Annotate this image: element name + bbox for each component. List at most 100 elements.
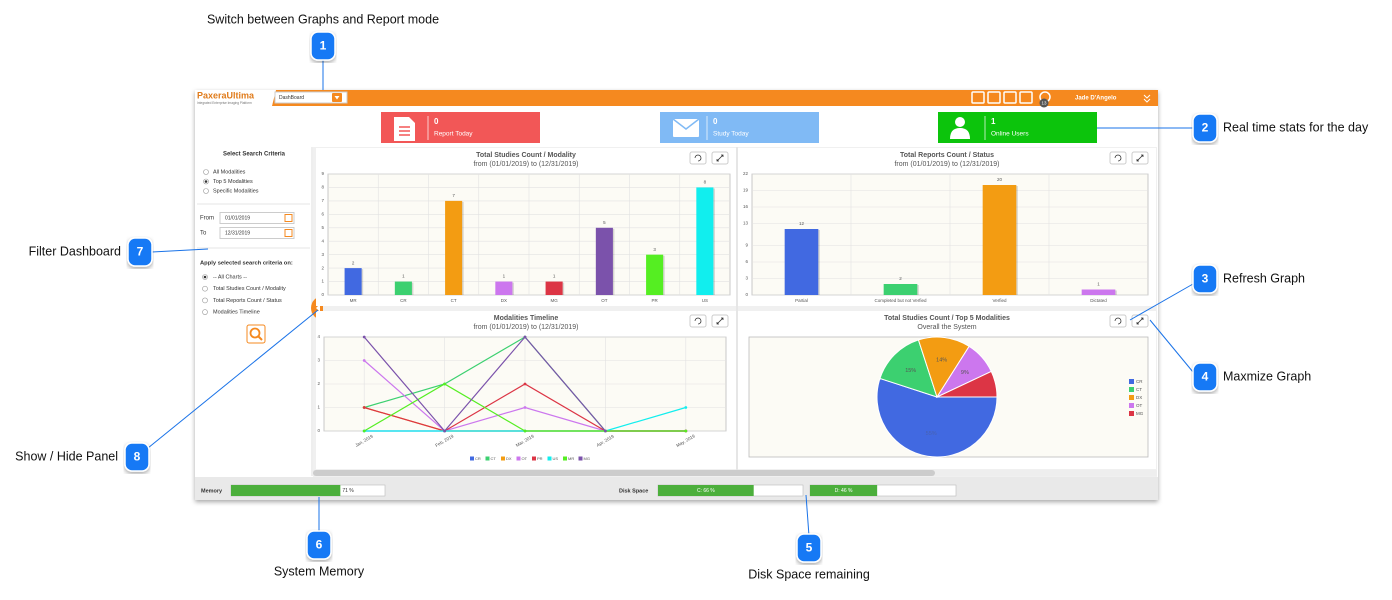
bar-shade [1115, 290, 1117, 295]
legend-swatch[interactable] [470, 456, 474, 461]
slice-label: 14% [936, 358, 947, 364]
mode-dropdown[interactable] [274, 91, 348, 104]
bar [344, 268, 362, 295]
legend-swatch[interactable] [1129, 403, 1134, 408]
calendar-icon[interactable] [284, 229, 293, 237]
header-icon[interactable] [971, 91, 985, 104]
y-tick-label: 0 [317, 428, 320, 433]
callout-number: 2 [1202, 121, 1209, 135]
stat-value: 0 [434, 117, 439, 126]
header-icon[interactable] [1019, 91, 1033, 104]
x-tick-label: Completed but not Verfied [874, 298, 927, 303]
date-label: To [200, 231, 207, 237]
date-input[interactable] [219, 227, 295, 239]
value-label: 20 [997, 177, 1003, 182]
y-tick-label: 16 [743, 204, 749, 209]
refresh-button[interactable] [1109, 151, 1127, 165]
refresh-glyph [694, 317, 702, 325]
callout-text: System Memory [274, 564, 365, 578]
user-body [950, 128, 970, 139]
stat-label: Online Users [991, 131, 1029, 138]
disk-label: Disk Space [619, 488, 648, 494]
value-label: 3 [653, 247, 656, 252]
refresh-glyph [694, 154, 702, 162]
bar [445, 200, 463, 295]
criteria-option: Specific Modalities [213, 188, 259, 194]
x-tick-label: DX [501, 298, 507, 303]
legend-label: DX [1136, 395, 1142, 400]
value-label: 8 [704, 180, 707, 185]
callout-text: Maxmize Graph [1223, 369, 1311, 383]
callout-leader [1149, 319, 1194, 373]
callout-badge [310, 31, 336, 61]
legend-swatch[interactable] [1129, 379, 1134, 384]
date-label: From [200, 216, 214, 222]
legend-swatch[interactable] [1129, 387, 1134, 392]
bar-shade [663, 255, 665, 295]
memory-label: Memory [201, 488, 223, 494]
mail-flap [672, 118, 700, 130]
value-label: 1 [503, 274, 506, 279]
slice-label: 15% [905, 368, 916, 374]
line-point [684, 429, 688, 433]
chart-title: Modalities Timeline [494, 315, 559, 322]
value-label: 2 [899, 276, 902, 281]
legend-swatch[interactable] [532, 456, 536, 461]
y-tick-label: 0 [321, 292, 324, 297]
usage-fill [810, 485, 878, 496]
legend-swatch[interactable] [516, 456, 521, 461]
callout-number: 8 [134, 450, 141, 464]
legend-label: MG [1136, 411, 1144, 416]
legend-swatch[interactable] [578, 456, 583, 461]
apply-option: Total Reports Count / Status [213, 298, 282, 304]
radio[interactable] [203, 188, 209, 194]
legend-label: DX [506, 456, 512, 461]
search-glass [249, 327, 261, 339]
radio[interactable] [202, 297, 208, 304]
value-label: 1 [402, 274, 405, 279]
refresh-button[interactable] [689, 151, 707, 165]
radio[interactable] [202, 309, 208, 315]
bar [982, 185, 1017, 295]
legend-swatch[interactable] [547, 456, 552, 461]
y-tick-label: 4 [321, 238, 324, 243]
callout-text: Show / Hide Panel [15, 449, 118, 463]
refresh-button[interactable] [689, 314, 707, 328]
refresh-button[interactable] [1109, 314, 1127, 328]
scrollbar-thumb[interactable] [313, 470, 935, 476]
header-icon[interactable] [1003, 91, 1017, 104]
y-tick-label: 6 [321, 212, 324, 217]
y-tick-label: 9 [321, 171, 324, 176]
callout-text: Refresh Graph [1223, 271, 1305, 285]
badge [1039, 98, 1049, 108]
line-point [362, 335, 366, 339]
value-label: 1 [1097, 282, 1100, 287]
radio-dot [203, 275, 207, 279]
value-label: 5 [603, 220, 606, 225]
legend-swatch[interactable] [485, 456, 490, 461]
line-point [443, 382, 446, 386]
collapse-icon[interactable] [1143, 94, 1151, 103]
date-value: 01/01/2019 [225, 215, 250, 221]
radio[interactable] [202, 285, 208, 292]
legend-swatch[interactable] [1129, 411, 1134, 416]
logo-area [195, 90, 270, 106]
radio[interactable] [203, 169, 209, 175]
user-name: Jade D'Angelo [1075, 96, 1117, 102]
date-input[interactable] [219, 212, 295, 224]
callout-leader [151, 248, 209, 253]
bar-shade [462, 201, 464, 295]
header-icon[interactable] [987, 91, 1001, 104]
y-tick-label: 5 [321, 225, 324, 230]
legend-swatch[interactable] [1129, 395, 1134, 400]
usage-fill [658, 485, 754, 496]
legend-swatch[interactable] [501, 456, 505, 461]
calendar-icon[interactable] [284, 214, 293, 222]
line-point [443, 429, 446, 433]
legend-swatch[interactable] [563, 456, 567, 461]
callout-badge [1192, 264, 1218, 294]
bar [595, 227, 613, 295]
bar [394, 281, 412, 295]
